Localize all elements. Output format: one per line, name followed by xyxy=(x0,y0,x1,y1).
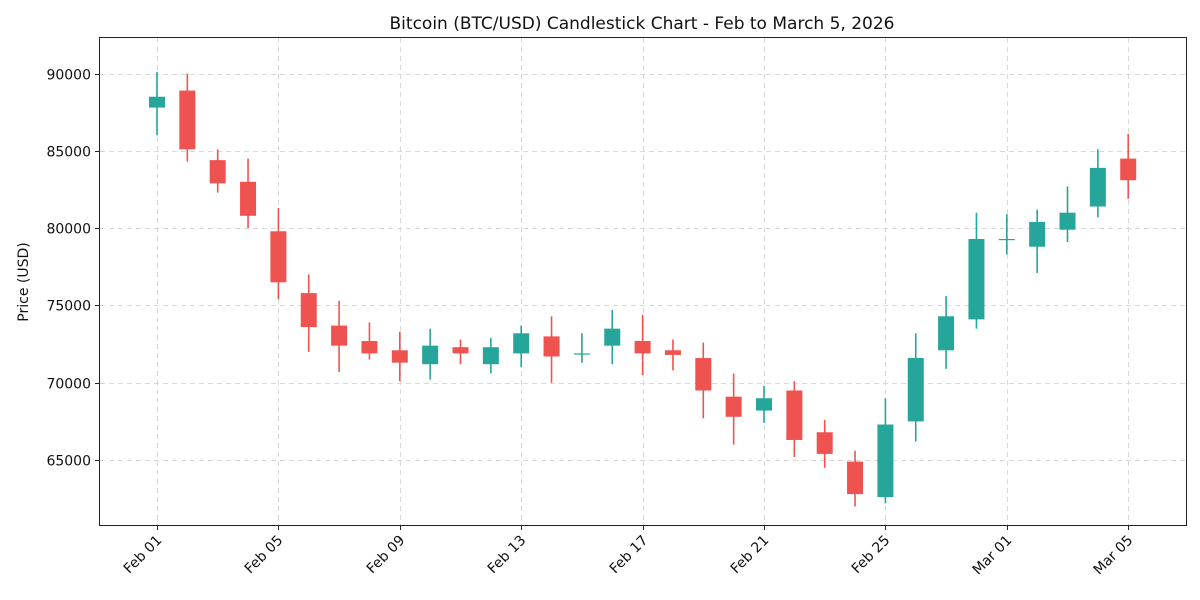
candle-body xyxy=(664,350,681,355)
candle-feb-28 xyxy=(968,212,985,329)
candle-feb-06 xyxy=(300,274,317,352)
candle-feb-10 xyxy=(422,328,439,380)
candle-feb-05 xyxy=(270,208,287,300)
y-tick-label: 80000 xyxy=(46,222,91,238)
candle-body xyxy=(1029,221,1046,247)
candle-mar-03 xyxy=(1059,186,1076,243)
candle-body xyxy=(1120,158,1137,181)
candle-feb-02 xyxy=(179,73,196,162)
chart-title: Bitcoin (BTC/USD) Candlestick Chart - Fe… xyxy=(390,14,895,34)
candle-feb-12 xyxy=(482,337,499,374)
candle-feb-01 xyxy=(149,72,165,136)
candle-mar-01 xyxy=(998,214,1015,255)
candle-body xyxy=(695,358,712,391)
y-tick-label: 70000 xyxy=(46,377,91,393)
y-tick-label: 75000 xyxy=(46,299,91,315)
candle-body xyxy=(452,347,469,354)
candle-body xyxy=(331,325,348,346)
candle-feb-25 xyxy=(877,398,894,504)
candle-body xyxy=(756,398,772,411)
x-tick-label: Feb 17 xyxy=(607,533,652,578)
candle-body xyxy=(634,341,651,354)
candle-body xyxy=(604,328,621,346)
x-tick-label: Feb 09 xyxy=(364,533,409,578)
candle-body xyxy=(725,396,742,417)
candle-feb-11 xyxy=(452,339,469,365)
candle-mar-04 xyxy=(1089,149,1106,218)
candle-feb-04 xyxy=(240,158,257,229)
y-tick-label: 65000 xyxy=(46,454,91,470)
candle-feb-03 xyxy=(209,149,226,193)
candle-feb-19 xyxy=(695,342,712,419)
x-axis: Feb 01 Feb 05 Feb 09 Feb 13 Feb 17 Feb 21 Feb … xyxy=(121,525,1137,579)
candle-feb-18 xyxy=(664,339,681,371)
y-axis: 65000 70000 75000 80000 85000 90000 xyxy=(46,68,100,470)
candle-body xyxy=(573,353,590,355)
candle-body xyxy=(361,341,378,354)
candles xyxy=(149,72,1137,507)
x-tick-label: Feb 01 xyxy=(121,533,166,578)
candle-feb-09 xyxy=(391,331,408,382)
gridlines xyxy=(100,38,1186,525)
candle-body xyxy=(877,424,894,498)
candle-body xyxy=(968,238,985,320)
candle-body xyxy=(270,231,287,283)
candle-body xyxy=(482,347,499,365)
candle-body xyxy=(240,181,257,216)
candle-body xyxy=(907,358,924,422)
candle-feb-26 xyxy=(907,333,924,442)
candle-body xyxy=(422,345,439,365)
candle-body xyxy=(209,160,226,184)
candle-feb-27 xyxy=(938,296,955,369)
x-tick-label: Feb 13 xyxy=(485,533,530,578)
candle-body xyxy=(847,461,864,495)
candle-feb-17 xyxy=(634,314,651,376)
candle-body xyxy=(513,333,530,354)
candle-body xyxy=(149,96,165,108)
candle-feb-07 xyxy=(331,300,348,372)
candle-feb-24 xyxy=(847,450,864,507)
candle-feb-13 xyxy=(513,325,530,368)
candle-body xyxy=(391,350,408,363)
x-tick-label: Feb 05 xyxy=(242,533,287,578)
y-tick-label: 90000 xyxy=(46,68,91,84)
candle-feb-20 xyxy=(725,373,742,445)
candle-body xyxy=(1089,167,1106,207)
x-tick-label: Feb 25 xyxy=(849,533,894,578)
candle-body xyxy=(543,336,560,357)
y-axis-label: Price (USD) xyxy=(16,242,32,321)
candle-body xyxy=(816,432,833,454)
y-tick-label: 85000 xyxy=(46,145,91,161)
candle-body xyxy=(179,90,196,150)
candle-feb-16 xyxy=(604,310,621,365)
candle-feb-23 xyxy=(816,419,833,468)
candle-body xyxy=(1059,212,1076,230)
x-tick-label: Mar 05 xyxy=(1091,533,1137,579)
candle-body xyxy=(938,316,955,351)
candle-feb-14 xyxy=(543,316,560,383)
candle-feb-08 xyxy=(361,322,378,360)
candle-body xyxy=(786,390,803,440)
candle-body xyxy=(998,238,1015,241)
x-tick-label: Mar 01 xyxy=(970,533,1016,579)
candle-body xyxy=(300,293,317,328)
candle-mar-05 xyxy=(1120,133,1137,199)
candle-feb-21 xyxy=(756,385,772,423)
candle-feb-22 xyxy=(786,381,803,457)
candle-feb-15 xyxy=(573,333,590,363)
candle-mar-02 xyxy=(1029,209,1046,273)
x-tick-label: Feb 21 xyxy=(728,533,773,578)
